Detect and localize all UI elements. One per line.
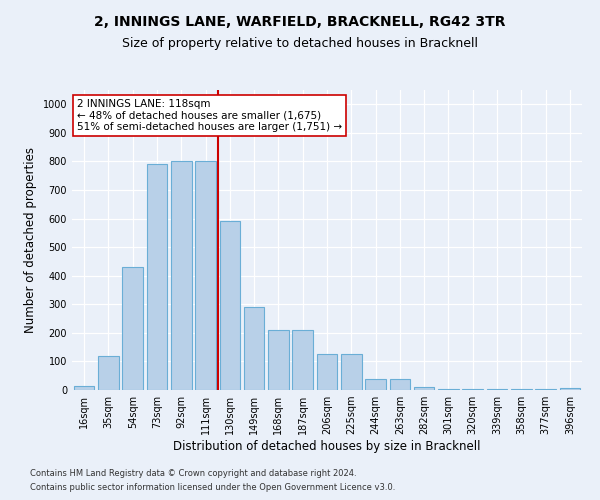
Text: Contains HM Land Registry data © Crown copyright and database right 2024.: Contains HM Land Registry data © Crown c… bbox=[30, 468, 356, 477]
Bar bbox=[220, 222, 240, 390]
Bar bbox=[98, 356, 119, 390]
Bar bbox=[487, 388, 508, 390]
Bar bbox=[74, 386, 94, 390]
Bar bbox=[560, 388, 580, 390]
Text: Size of property relative to detached houses in Bracknell: Size of property relative to detached ho… bbox=[122, 38, 478, 51]
Bar bbox=[438, 388, 459, 390]
Text: 2 INNINGS LANE: 118sqm
← 48% of detached houses are smaller (1,675)
51% of semi-: 2 INNINGS LANE: 118sqm ← 48% of detached… bbox=[77, 99, 342, 132]
Text: Contains public sector information licensed under the Open Government Licence v3: Contains public sector information licen… bbox=[30, 484, 395, 492]
Y-axis label: Number of detached properties: Number of detached properties bbox=[24, 147, 37, 333]
Bar bbox=[195, 162, 216, 390]
Bar bbox=[341, 354, 362, 390]
Bar bbox=[365, 379, 386, 390]
Bar bbox=[292, 330, 313, 390]
X-axis label: Distribution of detached houses by size in Bracknell: Distribution of detached houses by size … bbox=[173, 440, 481, 453]
Bar bbox=[171, 162, 191, 390]
Bar bbox=[122, 267, 143, 390]
Text: 2, INNINGS LANE, WARFIELD, BRACKNELL, RG42 3TR: 2, INNINGS LANE, WARFIELD, BRACKNELL, RG… bbox=[94, 15, 506, 29]
Bar bbox=[268, 330, 289, 390]
Bar bbox=[389, 379, 410, 390]
Bar bbox=[535, 388, 556, 390]
Bar bbox=[244, 307, 265, 390]
Bar bbox=[511, 388, 532, 390]
Bar bbox=[463, 388, 483, 390]
Bar bbox=[414, 386, 434, 390]
Bar bbox=[317, 354, 337, 390]
Bar bbox=[146, 164, 167, 390]
